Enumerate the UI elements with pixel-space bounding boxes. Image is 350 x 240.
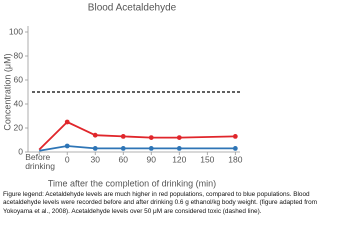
data-point [120,146,126,151]
x-tick-label-box: Before drinking [25,153,55,171]
figure-caption: Figure legend: Acetaldehyde levels are m… [3,191,318,215]
x-tick-label: 0 [65,154,70,164]
data-point [92,146,98,151]
data-point [176,135,182,141]
page: {"chart_data": {"type": "line", "title":… [2,2,318,215]
y-axis-label: Concentration (μM) [2,53,12,130]
data-point [64,119,70,125]
x-tick-label: 180 [228,154,242,164]
data-point [148,146,154,151]
data-point [92,132,98,138]
x-tick-label: 150 [200,154,214,164]
y-tick-label: 60 [14,74,24,84]
chart: Blood Acetaldehyde Concentration (μM) Ti… [2,3,242,189]
data-point [148,135,154,141]
data-point [120,134,126,139]
data-point [232,134,238,139]
y-tick-label: 80 [14,50,24,60]
data-point [176,146,182,151]
x-tick-label: Before drinking [25,153,55,171]
chart-title: Blood Acetaldehyde [88,3,177,14]
y-tick-label: 20 [14,122,24,132]
x-tick-label: 120 [172,154,186,164]
x-tick-label: 90 [147,154,157,164]
x-axis-label: Time after the completion of drinking (m… [48,178,216,188]
y-tick-label: 100 [9,26,23,36]
data-point [232,146,238,151]
y-tick-label: 0 [18,146,23,156]
x-tick-label: 30 [91,154,101,164]
y-tick-label: 40 [14,98,24,108]
data-point [64,143,70,149]
x-tick-label: 60 [119,154,129,164]
